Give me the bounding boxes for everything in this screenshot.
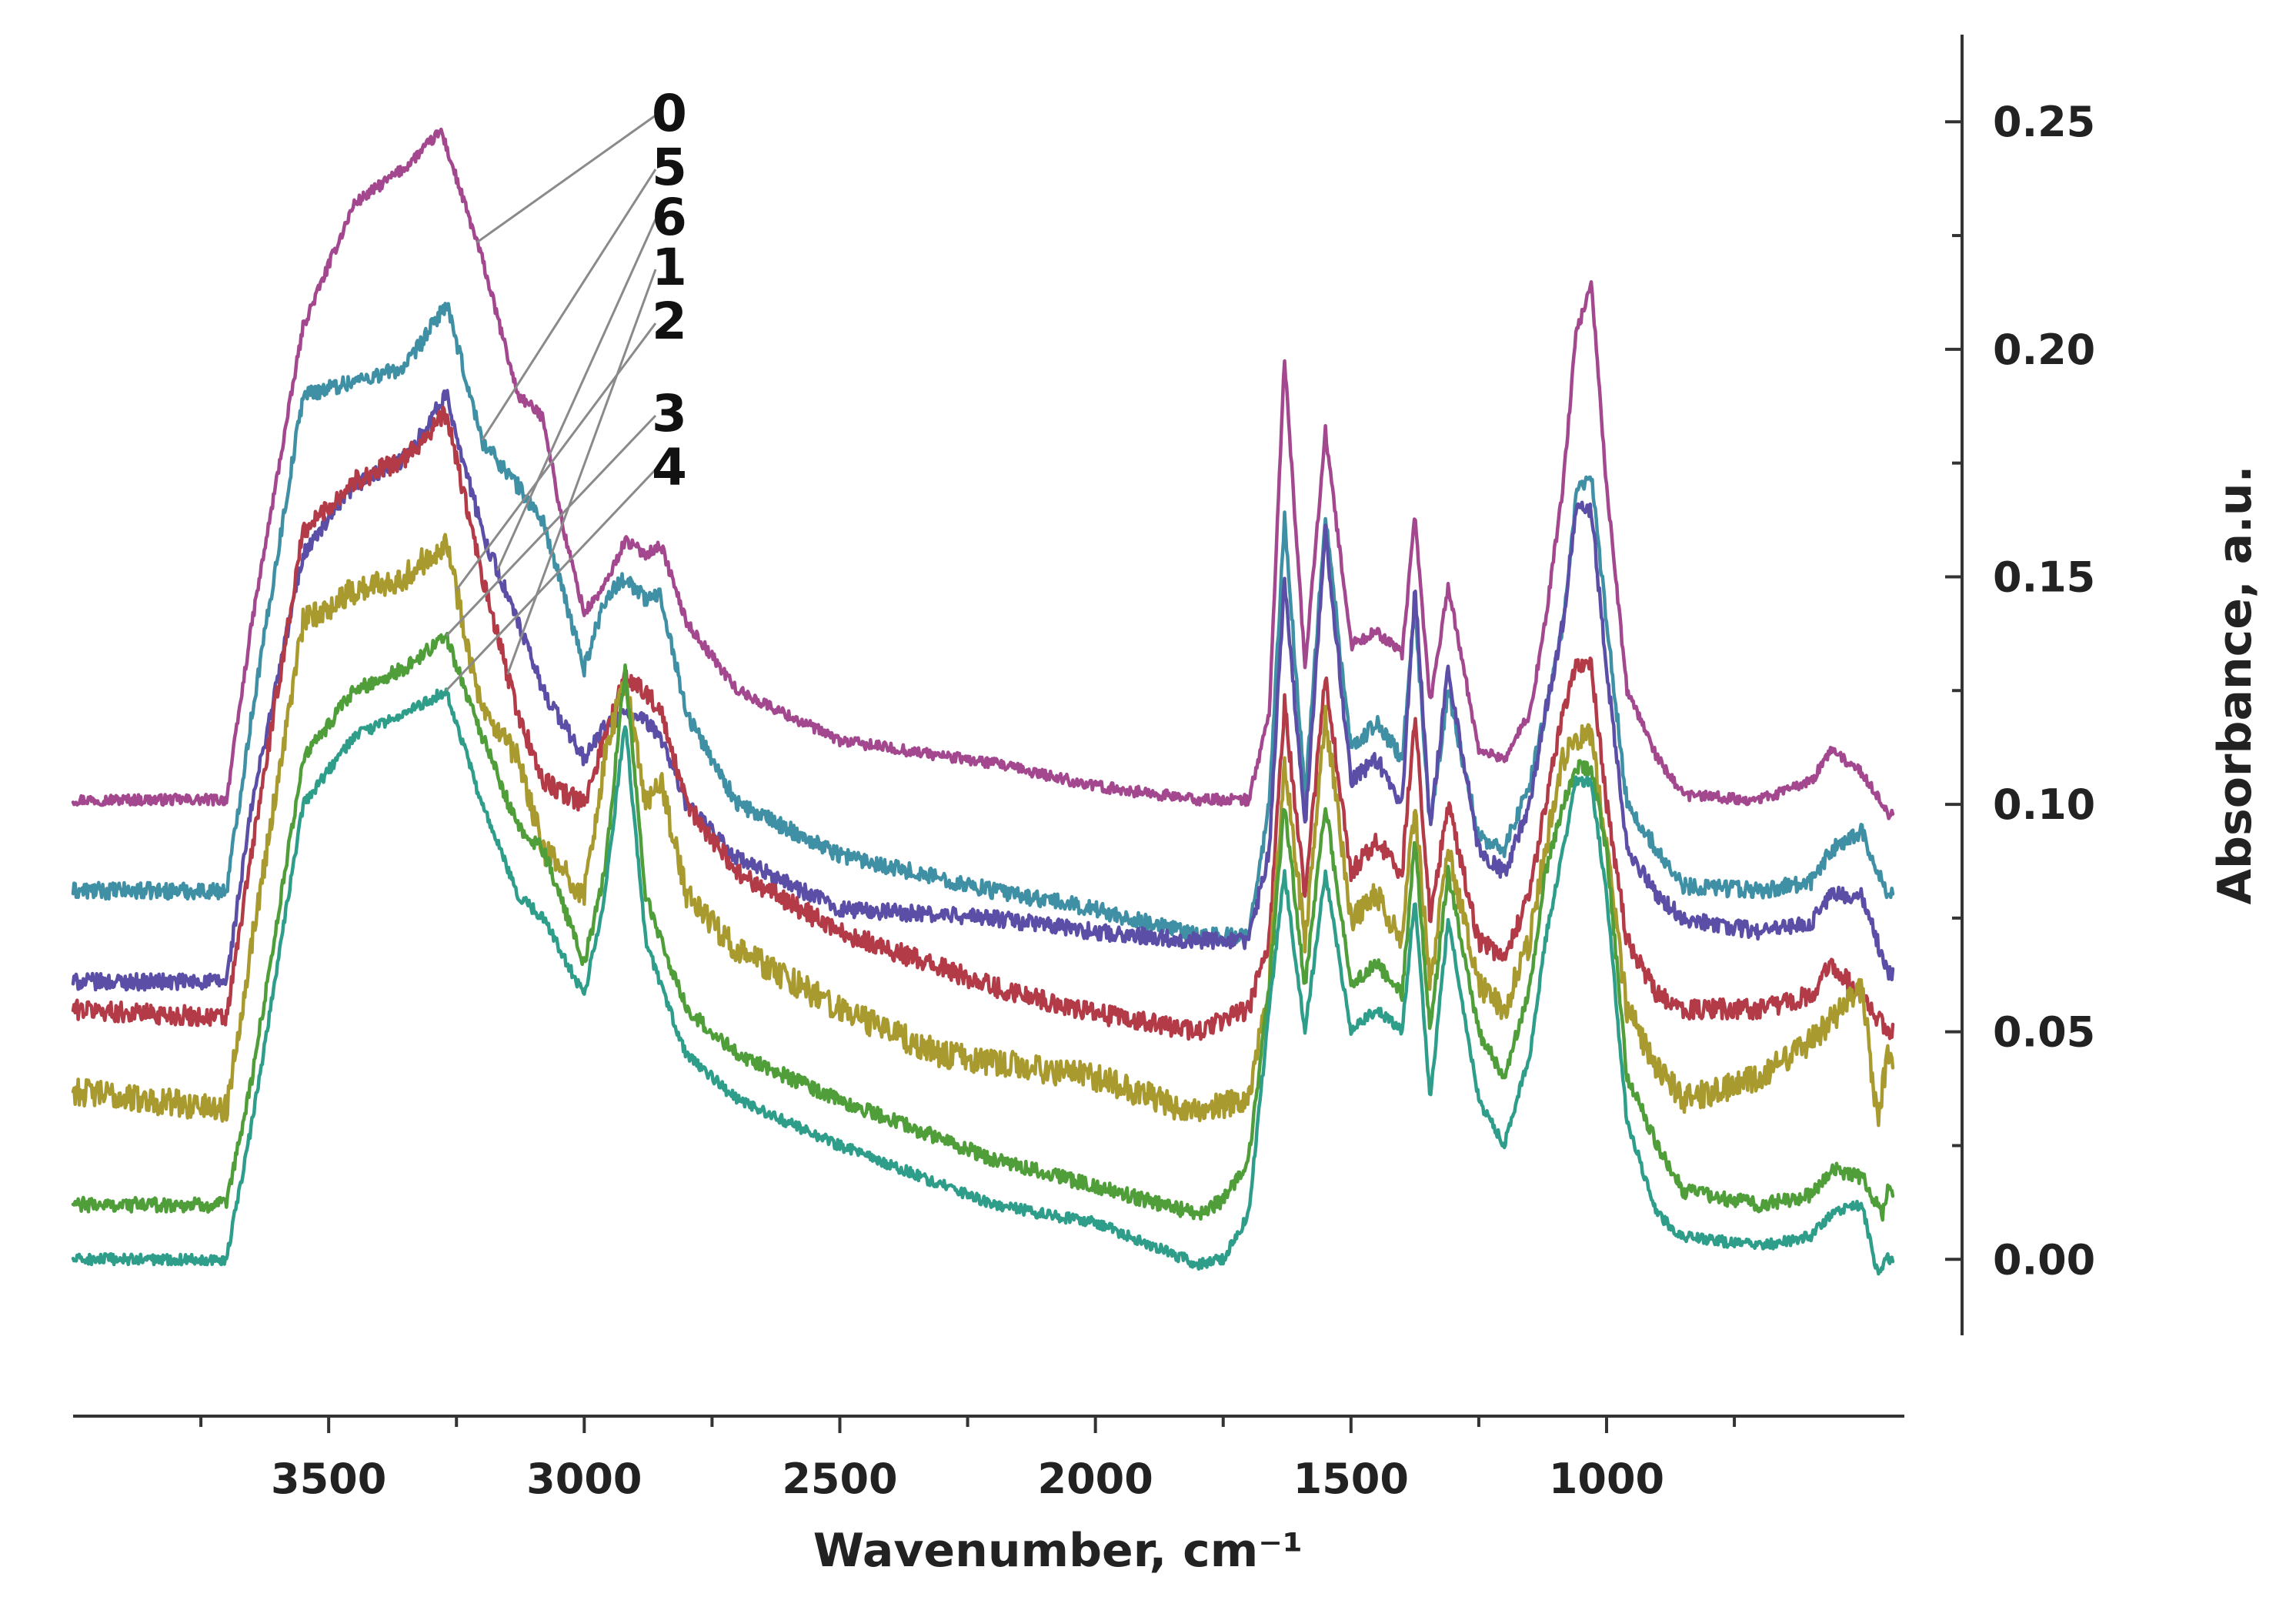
series-line-0 [71, 127, 1895, 820]
x-tick-label-2000: 2000 [1038, 1455, 1153, 1503]
y-tick-label-0.10: 0.10 [1993, 780, 2095, 829]
annotation-label-0: 0 [652, 84, 687, 143]
annotation-leader-2 [456, 322, 657, 591]
series-line-2 [71, 533, 1895, 1128]
annotation-label-5: 5 [652, 138, 687, 197]
annotation-leader-3 [445, 414, 657, 637]
series-line-5 [71, 302, 1895, 947]
annotation-leader-4 [445, 468, 657, 692]
x-tick-label-3500: 3500 [271, 1455, 386, 1503]
y-tick-label-0.20: 0.20 [1993, 326, 2095, 374]
y-tick-label-0.00: 0.00 [1993, 1235, 2095, 1284]
annotation-label-6: 6 [652, 188, 687, 247]
annotation-leader-1 [506, 269, 657, 675]
y-tick-label-0.15: 0.15 [1993, 553, 2095, 601]
annotation-label-1: 1 [652, 238, 687, 297]
annotation-label-4: 4 [652, 438, 687, 497]
annotation-leader-layer [445, 114, 657, 692]
series-layer [71, 127, 1895, 1276]
x-tick-label-1500: 1500 [1293, 1455, 1409, 1503]
y-axis-ticks: 0.00 0.05 0.10 0.15 0.20 0.25 [1945, 98, 2095, 1284]
x-axis-title: Wavenumber, cm⁻¹ [813, 1524, 1303, 1578]
y-tick-label-0.05: 0.05 [1993, 1008, 2095, 1057]
series-line-1 [71, 405, 1895, 1041]
x-tick-label-3000: 3000 [526, 1455, 642, 1503]
x-axis-ticks: 3500 3000 2500 2000 1500 1000 [199, 1416, 1737, 1503]
annotation-leader-5 [481, 169, 657, 441]
annotation-leader-6 [496, 219, 657, 571]
y-tick-label-0.25: 0.25 [1993, 98, 2095, 146]
x-tick-label-1000: 1000 [1549, 1455, 1664, 1503]
x-tick-label-2500: 2500 [782, 1455, 897, 1503]
annotation-label-2: 2 [652, 292, 687, 351]
y-axis-title: Absorbance, a.u. [2208, 466, 2262, 905]
annotation-leader-0 [476, 114, 656, 244]
series-line-4 [71, 687, 1895, 1276]
annotation-label-3: 3 [652, 384, 687, 443]
series-line-3 [71, 631, 1895, 1222]
